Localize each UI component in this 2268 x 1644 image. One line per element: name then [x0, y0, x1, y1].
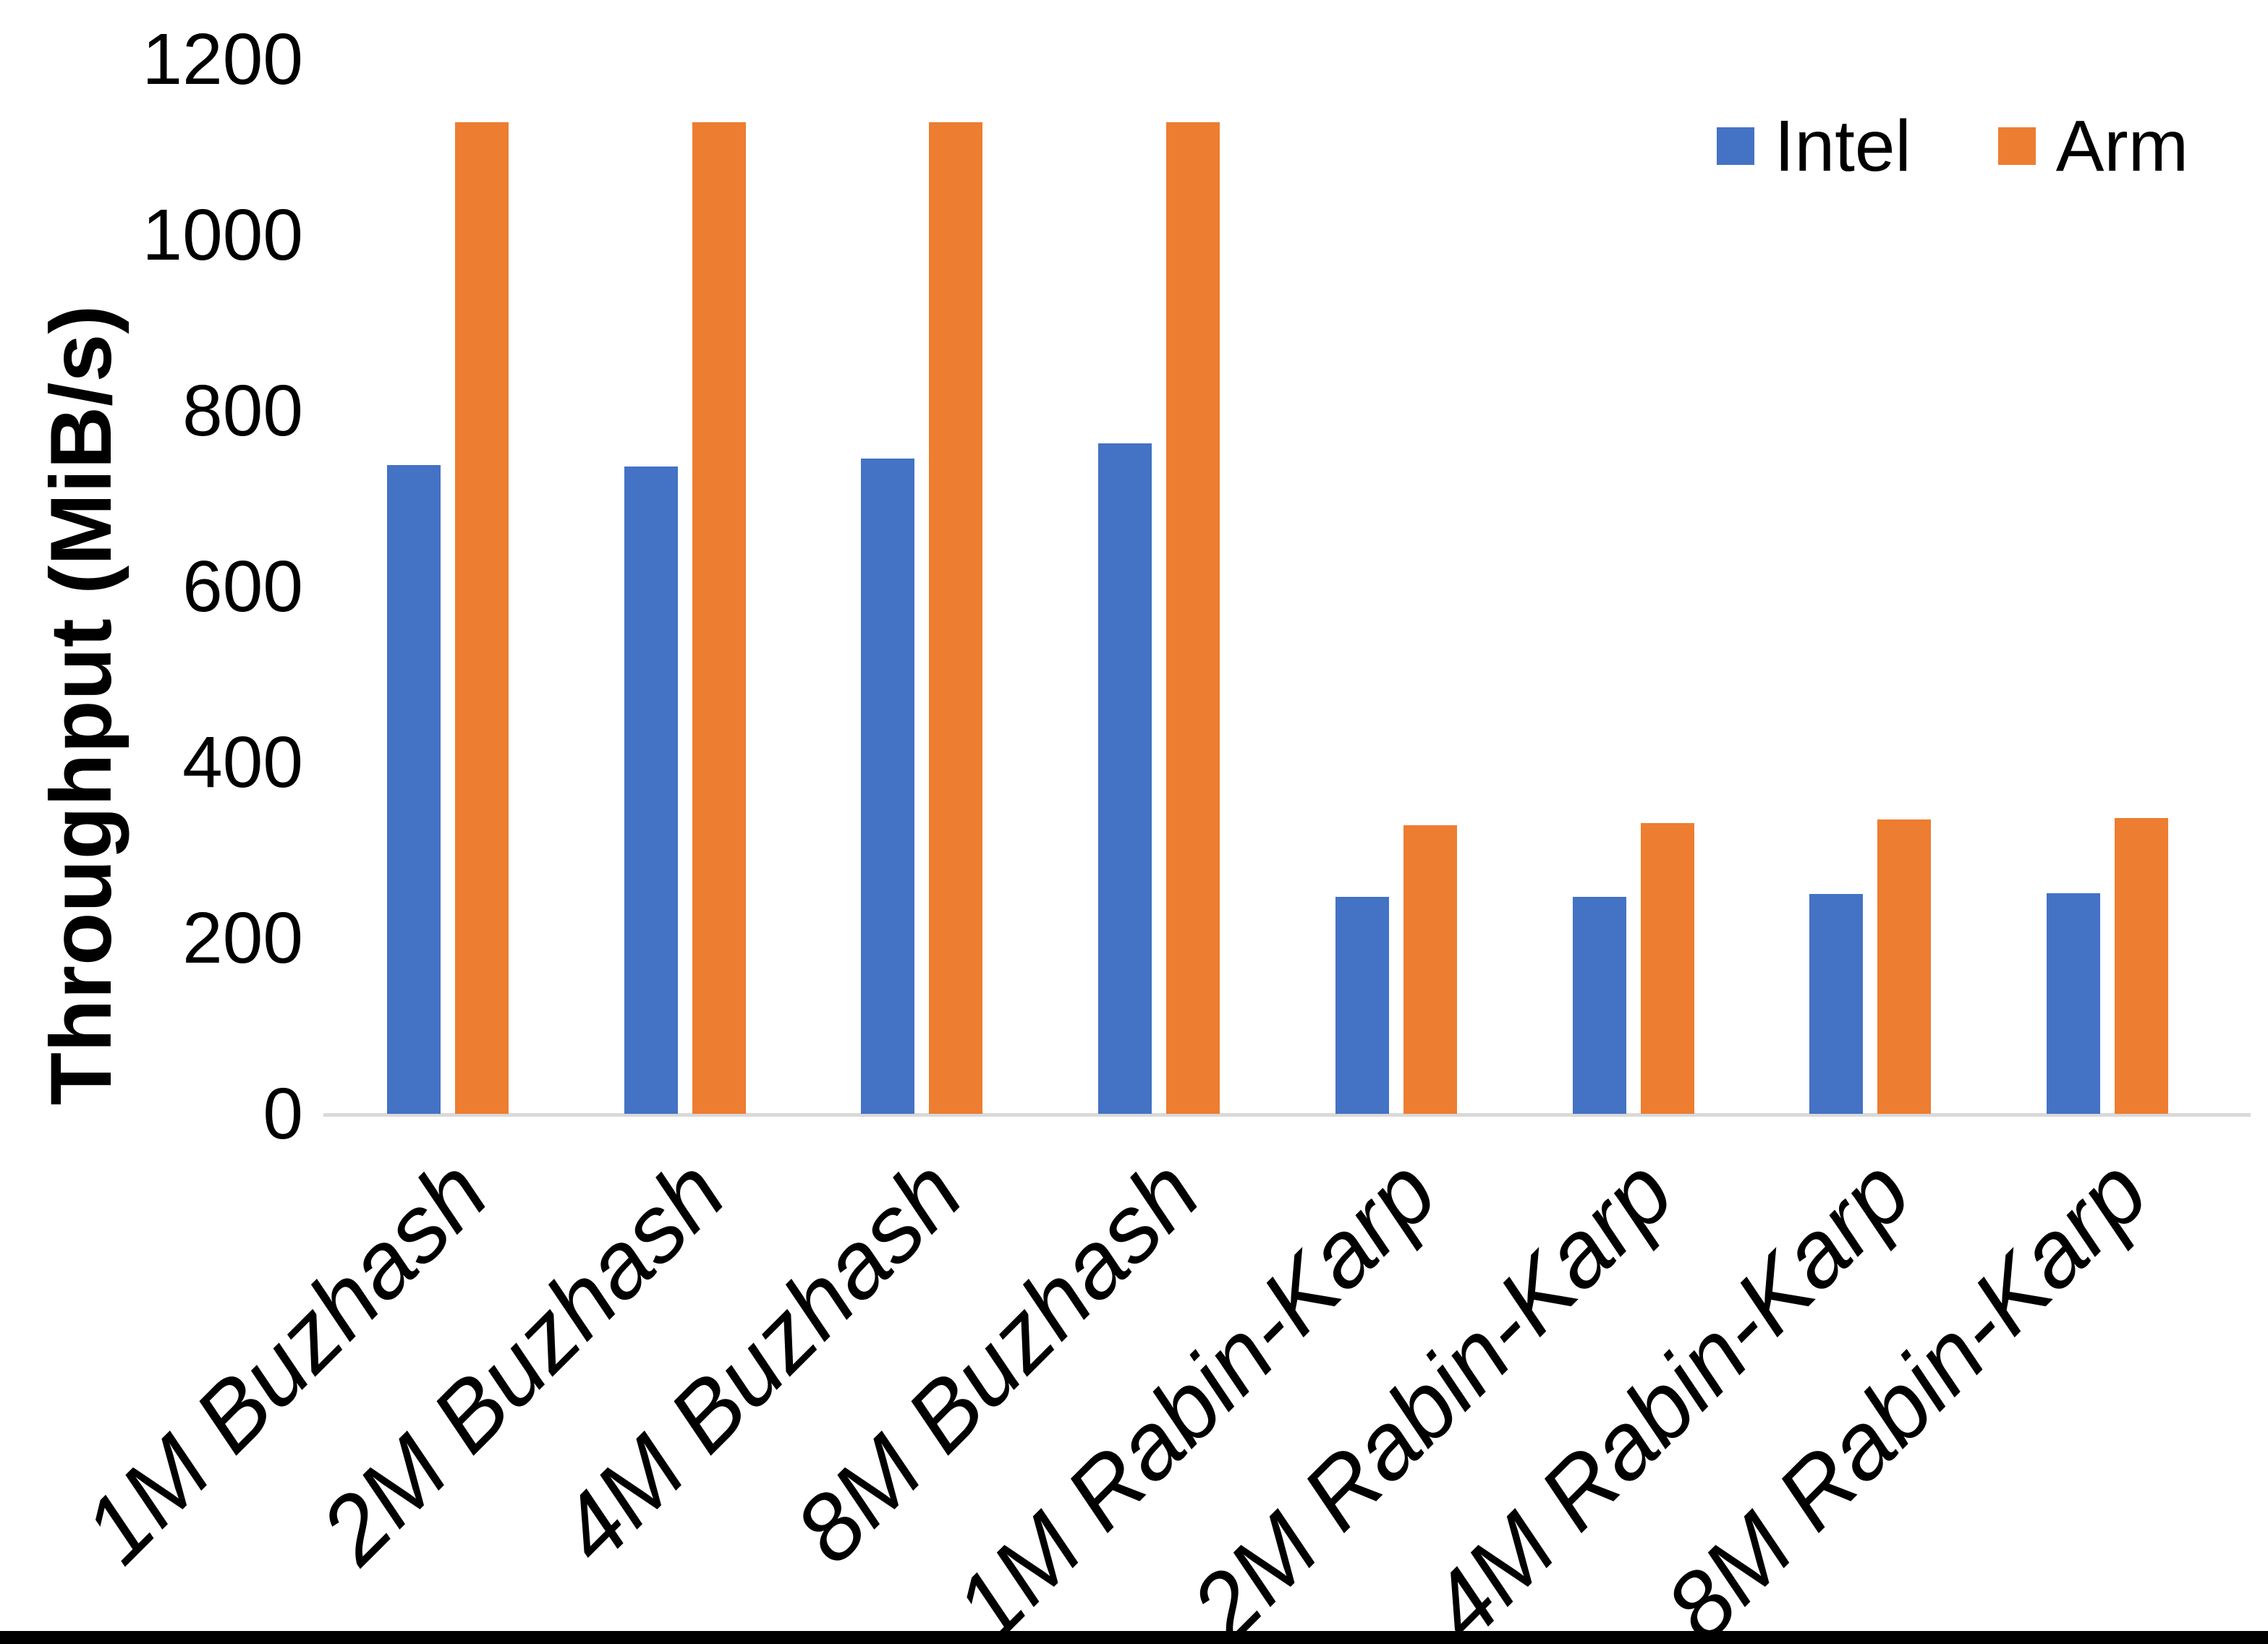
- legend-label-arm: Arm: [2055, 106, 2188, 187]
- bar-arm-4m-buzhash: [929, 122, 983, 1114]
- y-axis-title: Throughput (MiB/s): [33, 304, 129, 1106]
- bar-intel-1m-rabin-karp: [1335, 896, 1389, 1114]
- bar-intel-8m-buzhash: [1098, 443, 1152, 1114]
- bar-intel-4m-buzhash: [861, 458, 915, 1114]
- bar-arm-1m-buzhash: [454, 122, 509, 1114]
- y-axis-tick-label: 600: [182, 546, 303, 627]
- y-axis-tick-label: 800: [182, 370, 303, 451]
- bar-arm-2m-buzhash: [692, 122, 746, 1114]
- legend: Intel Arm: [1716, 106, 2188, 187]
- legend-entry-arm: Arm: [1997, 106, 2188, 187]
- y-axis-tick-label: 1200: [142, 19, 303, 100]
- bar-arm-2m-rabin-karp: [1640, 822, 1694, 1114]
- plot-area: 0 200 400 600 800 1000 1200 1M Buzhash 2M Buzhas…: [63, 23, 2251, 1644]
- legend-swatch-arm: [1997, 127, 2036, 165]
- bottom-frame-border: [0, 1631, 2268, 1644]
- bar-intel-2m-buzhash: [624, 466, 678, 1114]
- y-axis-tick-label: 400: [182, 722, 303, 803]
- legend-label-intel: Intel: [1774, 106, 1911, 187]
- bar-intel-8m-rabin-karp: [2047, 893, 2101, 1114]
- bar-intel-4m-rabin-karp: [1809, 894, 1864, 1114]
- x-axis-line: [323, 1113, 2251, 1117]
- bar-arm-8m-rabin-karp: [2115, 817, 2169, 1114]
- y-axis-tick-label: 1000: [142, 195, 303, 276]
- bar-intel-1m-buzhash: [386, 465, 441, 1114]
- bar-intel-2m-rabin-karp: [1572, 896, 1626, 1114]
- bar-arm-8m-buzhash: [1166, 122, 1220, 1114]
- bar-arm-4m-rabin-karp: [1877, 819, 1932, 1114]
- legend-entry-intel: Intel: [1716, 106, 1911, 187]
- y-axis-tick-label: 200: [182, 898, 303, 979]
- bar-arm-1m-rabin-karp: [1403, 825, 1457, 1114]
- legend-swatch-intel: [1716, 127, 1754, 165]
- y-axis-tick-label: 0: [263, 1073, 303, 1154]
